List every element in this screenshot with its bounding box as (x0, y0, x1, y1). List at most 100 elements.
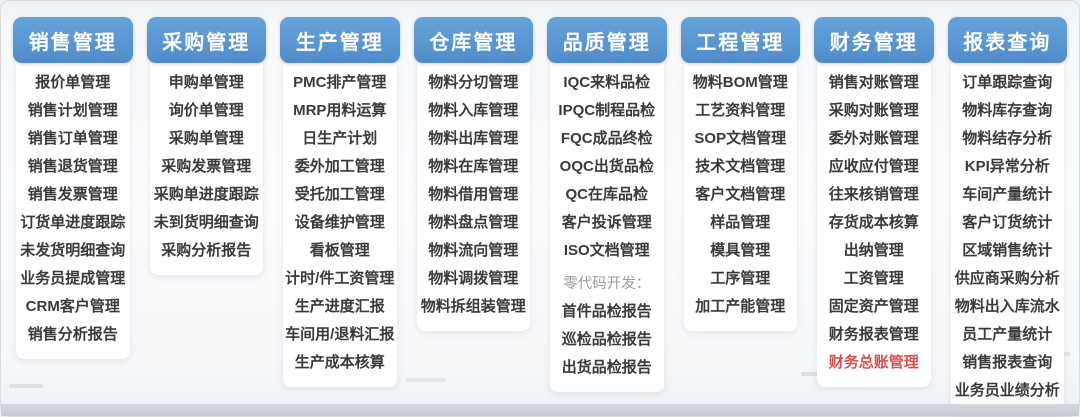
module-item: 采购发票管理 (161, 158, 252, 175)
module-item: QC在库品检 (565, 186, 648, 203)
module-item: 财务报表管理 (828, 326, 919, 343)
column-header: 品质管理 (547, 17, 667, 63)
column-header: 生产管理 (280, 17, 400, 63)
module-item: 受托加工管理 (294, 186, 385, 203)
module-item: 模具管理 (710, 242, 771, 259)
module-item: ISO文档管理 (563, 242, 650, 259)
module-item: 报价单管理 (35, 74, 111, 91)
module-item: 物料借用管理 (428, 186, 519, 203)
module-item: 物料拆组装管理 (420, 298, 526, 315)
module-item: 存货成本核算 (828, 214, 919, 231)
module-item: 工艺资料管理 (695, 102, 786, 119)
module-item: 采购单管理 (168, 130, 244, 147)
section-label: 零代码开发： (563, 276, 651, 292)
module-item: 采购分析报告 (161, 242, 252, 259)
module-item: 财务总账管理 (828, 354, 919, 371)
column-card: 物料分切管理 物料入库管理 物料出库管理 物料在库管理 物料借用管理 物料盘点管理 物料流向… (416, 63, 530, 331)
module-item: 出纳管理 (843, 242, 904, 259)
column-header: 报表查询 (947, 17, 1067, 63)
module-item: 委外加工管理 (294, 158, 385, 175)
column-card: 申购单管理询价单管理采购单管理采购发票管理 采购单进度跟踪 未到货明细查询 采购分析报… (149, 63, 263, 275)
module-column-2: 采购管理申购单管理询价单管理采购单管理采购发票管理 采购单进度跟踪 未到货明细查询采… (146, 17, 266, 275)
module-item: 客户文档管理 (695, 186, 786, 203)
module-item: 未到货明细查询 (153, 214, 259, 231)
background-photo-artifact (406, 378, 446, 382)
module-item: 物料库存查询 (962, 102, 1053, 119)
module-item: FQC成品终检 (560, 130, 653, 147)
module-item: 物料调拨管理 (428, 270, 519, 287)
module-item: 样品管理 (710, 214, 771, 231)
module-item: 员工产量统计 (962, 326, 1053, 343)
module-item: 设备维护管理 (294, 214, 385, 231)
module-item: SOP文档管理 (694, 130, 787, 147)
module-item: 客户投诉管理 (561, 214, 652, 231)
module-column-8: 报表查询订单跟踪查询 物料库存查询 物料结存分析 KPI异常分析 车间产量统计 客户订货统… (947, 17, 1067, 415)
module-item: 物料BOM管理 (692, 74, 788, 91)
module-item: 物料在库管理 (428, 158, 519, 175)
module-item: 生产成本核算 (294, 354, 385, 371)
module-item: 物料入库管理 (428, 102, 519, 119)
module-item: 供应商采购分析 (954, 270, 1060, 287)
module-column-5: 品质管理 IQC来料品检 IPQC制程品检 FQC成品终检 OQC出货品检 QC在库品检客… (547, 17, 667, 392)
module-item: KPI异常分析 (964, 158, 1050, 175)
column-card: 销售对账管理 采购对账管理 委外对账管理 应收应付管理 往来核销管理 存货成本核算 出纳管理… (817, 63, 931, 387)
column-header: 仓库管理 (413, 17, 533, 63)
module-item: 客户订货统计 (962, 214, 1053, 231)
module-item: MRP用料运算 (293, 102, 387, 119)
module-item: 首件品检报告 (561, 303, 652, 320)
module-item: 销售分析报告 (27, 326, 118, 343)
module-item: 业务员提成管理 (20, 270, 126, 287)
column-card: 订单跟踪查询 物料库存查询 物料结存分析 KPI异常分析 车间产量统计 客户订货统计 区域销… (950, 63, 1064, 415)
module-item: 采购对账管理 (828, 102, 919, 119)
column-card: 物料BOM管理 工艺资料管理 SOP文档管理 技术文档管理 客户文档管理 样品管理模具管理… (683, 63, 797, 331)
module-item: 销售报表查询 (962, 354, 1053, 371)
module-item: 往来核销管理 (828, 186, 919, 203)
module-item: 委外对账管理 (828, 130, 919, 147)
module-column-7: 财务管理 销售对账管理 采购对账管理 委外对账管理 应收应付管理 往来核销管理 存货成本核算… (814, 17, 934, 387)
module-item: 工资管理 (843, 270, 904, 287)
module-item: 物料盘点管理 (428, 214, 519, 231)
column-card: PMC排产管理 MRP用料运算 日生产计划委外加工管理 受托加工管理 设备维护管理 看板管… (283, 63, 397, 387)
module-item: 未发货明细查询 (20, 242, 126, 259)
module-item: OQC出货品检 (559, 158, 654, 175)
module-item: 销售订单管理 (27, 130, 118, 147)
column-header: 工程管理 (680, 17, 800, 63)
module-item: IQC来料品检 (563, 74, 651, 91)
column-header: 采购管理 (146, 17, 266, 63)
module-column-6: 工程管理物料BOM管理 工艺资料管理 SOP文档管理 技术文档管理 客户文档管理 样品管理… (680, 17, 800, 331)
module-item: 计时/件工资管理 (285, 270, 395, 287)
module-item: 采购单进度跟踪 (153, 186, 259, 203)
module-column-4: 仓库管理 物料分切管理 物料入库管理 物料出库管理 物料在库管理 物料借用管理 物料盘点管理… (413, 17, 533, 331)
module-item: PMC排产管理 (293, 74, 387, 91)
column-header: 财务管理 (814, 17, 934, 63)
module-item: 车间产量统计 (962, 186, 1053, 203)
module-column-1: 销售管理 报价单管理 销售计划管理 销售订单管理 销售退货管理 销售发票管理 订货单进度跟踪… (13, 17, 133, 359)
module-item: 加工产能管理 (695, 298, 786, 315)
module-item: 物料流向管理 (428, 242, 519, 259)
module-item: 订单跟踪查询 (962, 74, 1053, 91)
column-header: 销售管理 (13, 17, 133, 63)
bottom-edge-strip (1, 404, 1079, 416)
module-item: 车间用/退料汇报 (285, 326, 395, 343)
module-item: 巡检品检报告 (561, 331, 652, 348)
module-item: 物料结存分析 (962, 130, 1053, 147)
module-item: 技术文档管理 (695, 158, 786, 175)
module-item: 销售发票管理 (27, 186, 118, 203)
background-photo-artifact (9, 384, 43, 388)
module-item: 看板管理 (309, 242, 370, 259)
module-item: 工序管理 (710, 270, 771, 287)
module-item: 销售对账管理 (828, 74, 919, 91)
module-item: 区域销售统计 (962, 242, 1053, 259)
module-item: 销售计划管理 (27, 102, 118, 119)
module-item: 申购单管理 (168, 74, 244, 91)
module-item: 销售退货管理 (27, 158, 118, 175)
module-item: 物料出库管理 (428, 130, 519, 147)
module-item: 日生产计划 (302, 130, 378, 147)
module-column-3: 生产管理 PMC排产管理 MRP用料运算 日生产计划委外加工管理 受托加工管理 设备维护管… (280, 17, 400, 387)
module-item: CRM客户管理 (25, 298, 120, 315)
module-item: 询价单管理 (168, 102, 244, 119)
module-item: 业务员业绩分析 (954, 382, 1060, 399)
module-item: 固定资产管理 (828, 298, 919, 315)
module-item: 物料出入库流水 (954, 298, 1060, 315)
